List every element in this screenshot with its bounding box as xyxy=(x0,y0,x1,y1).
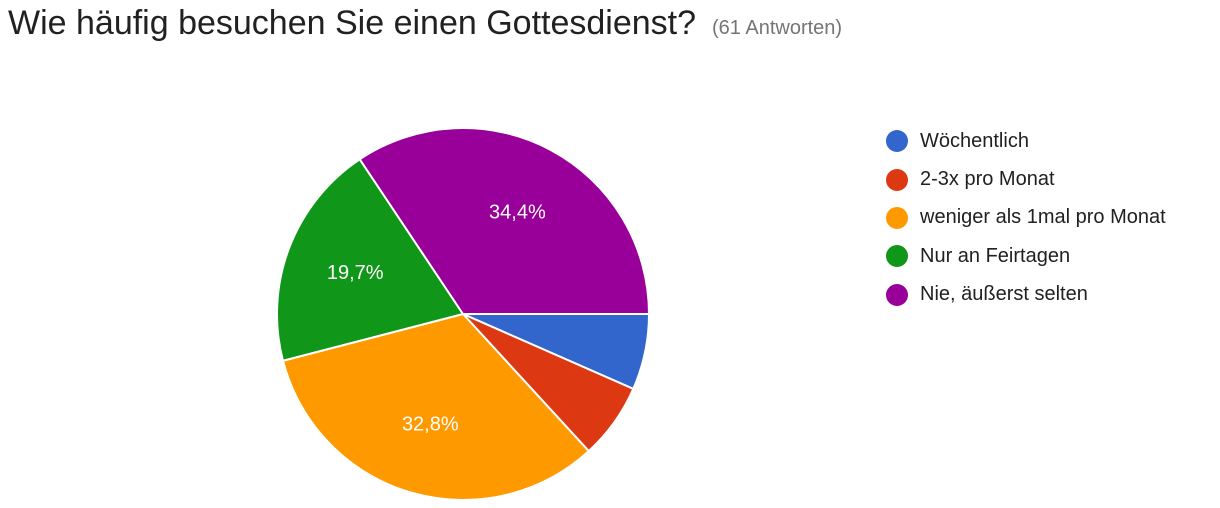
legend-swatch xyxy=(886,283,908,306)
legend-item: Wöchentlich xyxy=(886,122,1166,160)
question-title: Wie häufig besuchen Sie einen Gottesdien… xyxy=(8,4,697,42)
legend-item: Nie, äußerst selten xyxy=(886,276,1166,314)
slice-percent-label: 32,8% xyxy=(402,414,459,436)
legend-label: Nur an Feirtagen xyxy=(920,244,1071,267)
legend-item: 2-3x pro Monat xyxy=(886,160,1166,198)
slice-percent-label: 19,7% xyxy=(327,262,384,284)
pie-slice xyxy=(281,312,591,501)
pie-slice xyxy=(276,157,465,362)
legend-item: weniger als 1mal pro Monat xyxy=(886,199,1166,237)
pie-slice xyxy=(358,127,651,315)
legend-label: Wöchentlich xyxy=(920,129,1029,152)
slice-percent-label: 34,4% xyxy=(489,201,546,223)
legend-swatch xyxy=(886,206,908,229)
legend-label: weniger als 1mal pro Monat xyxy=(920,206,1166,229)
legend-label: Nie, äußerst selten xyxy=(920,283,1088,306)
legend-label: 2-3x pro Monat xyxy=(920,168,1055,191)
question-header: Wie häufig besuchen Sie einen Gottesdien… xyxy=(8,0,842,46)
response-count: (61 Antworten) xyxy=(712,17,843,39)
legend-swatch xyxy=(886,245,908,268)
legend-item: Nur an Feirtagen xyxy=(886,237,1166,275)
legend-swatch xyxy=(886,130,908,153)
legend-swatch xyxy=(886,168,908,191)
chart-legend: Wöchentlich 2-3x pro Monat weniger als 1ma… xyxy=(886,122,1166,314)
